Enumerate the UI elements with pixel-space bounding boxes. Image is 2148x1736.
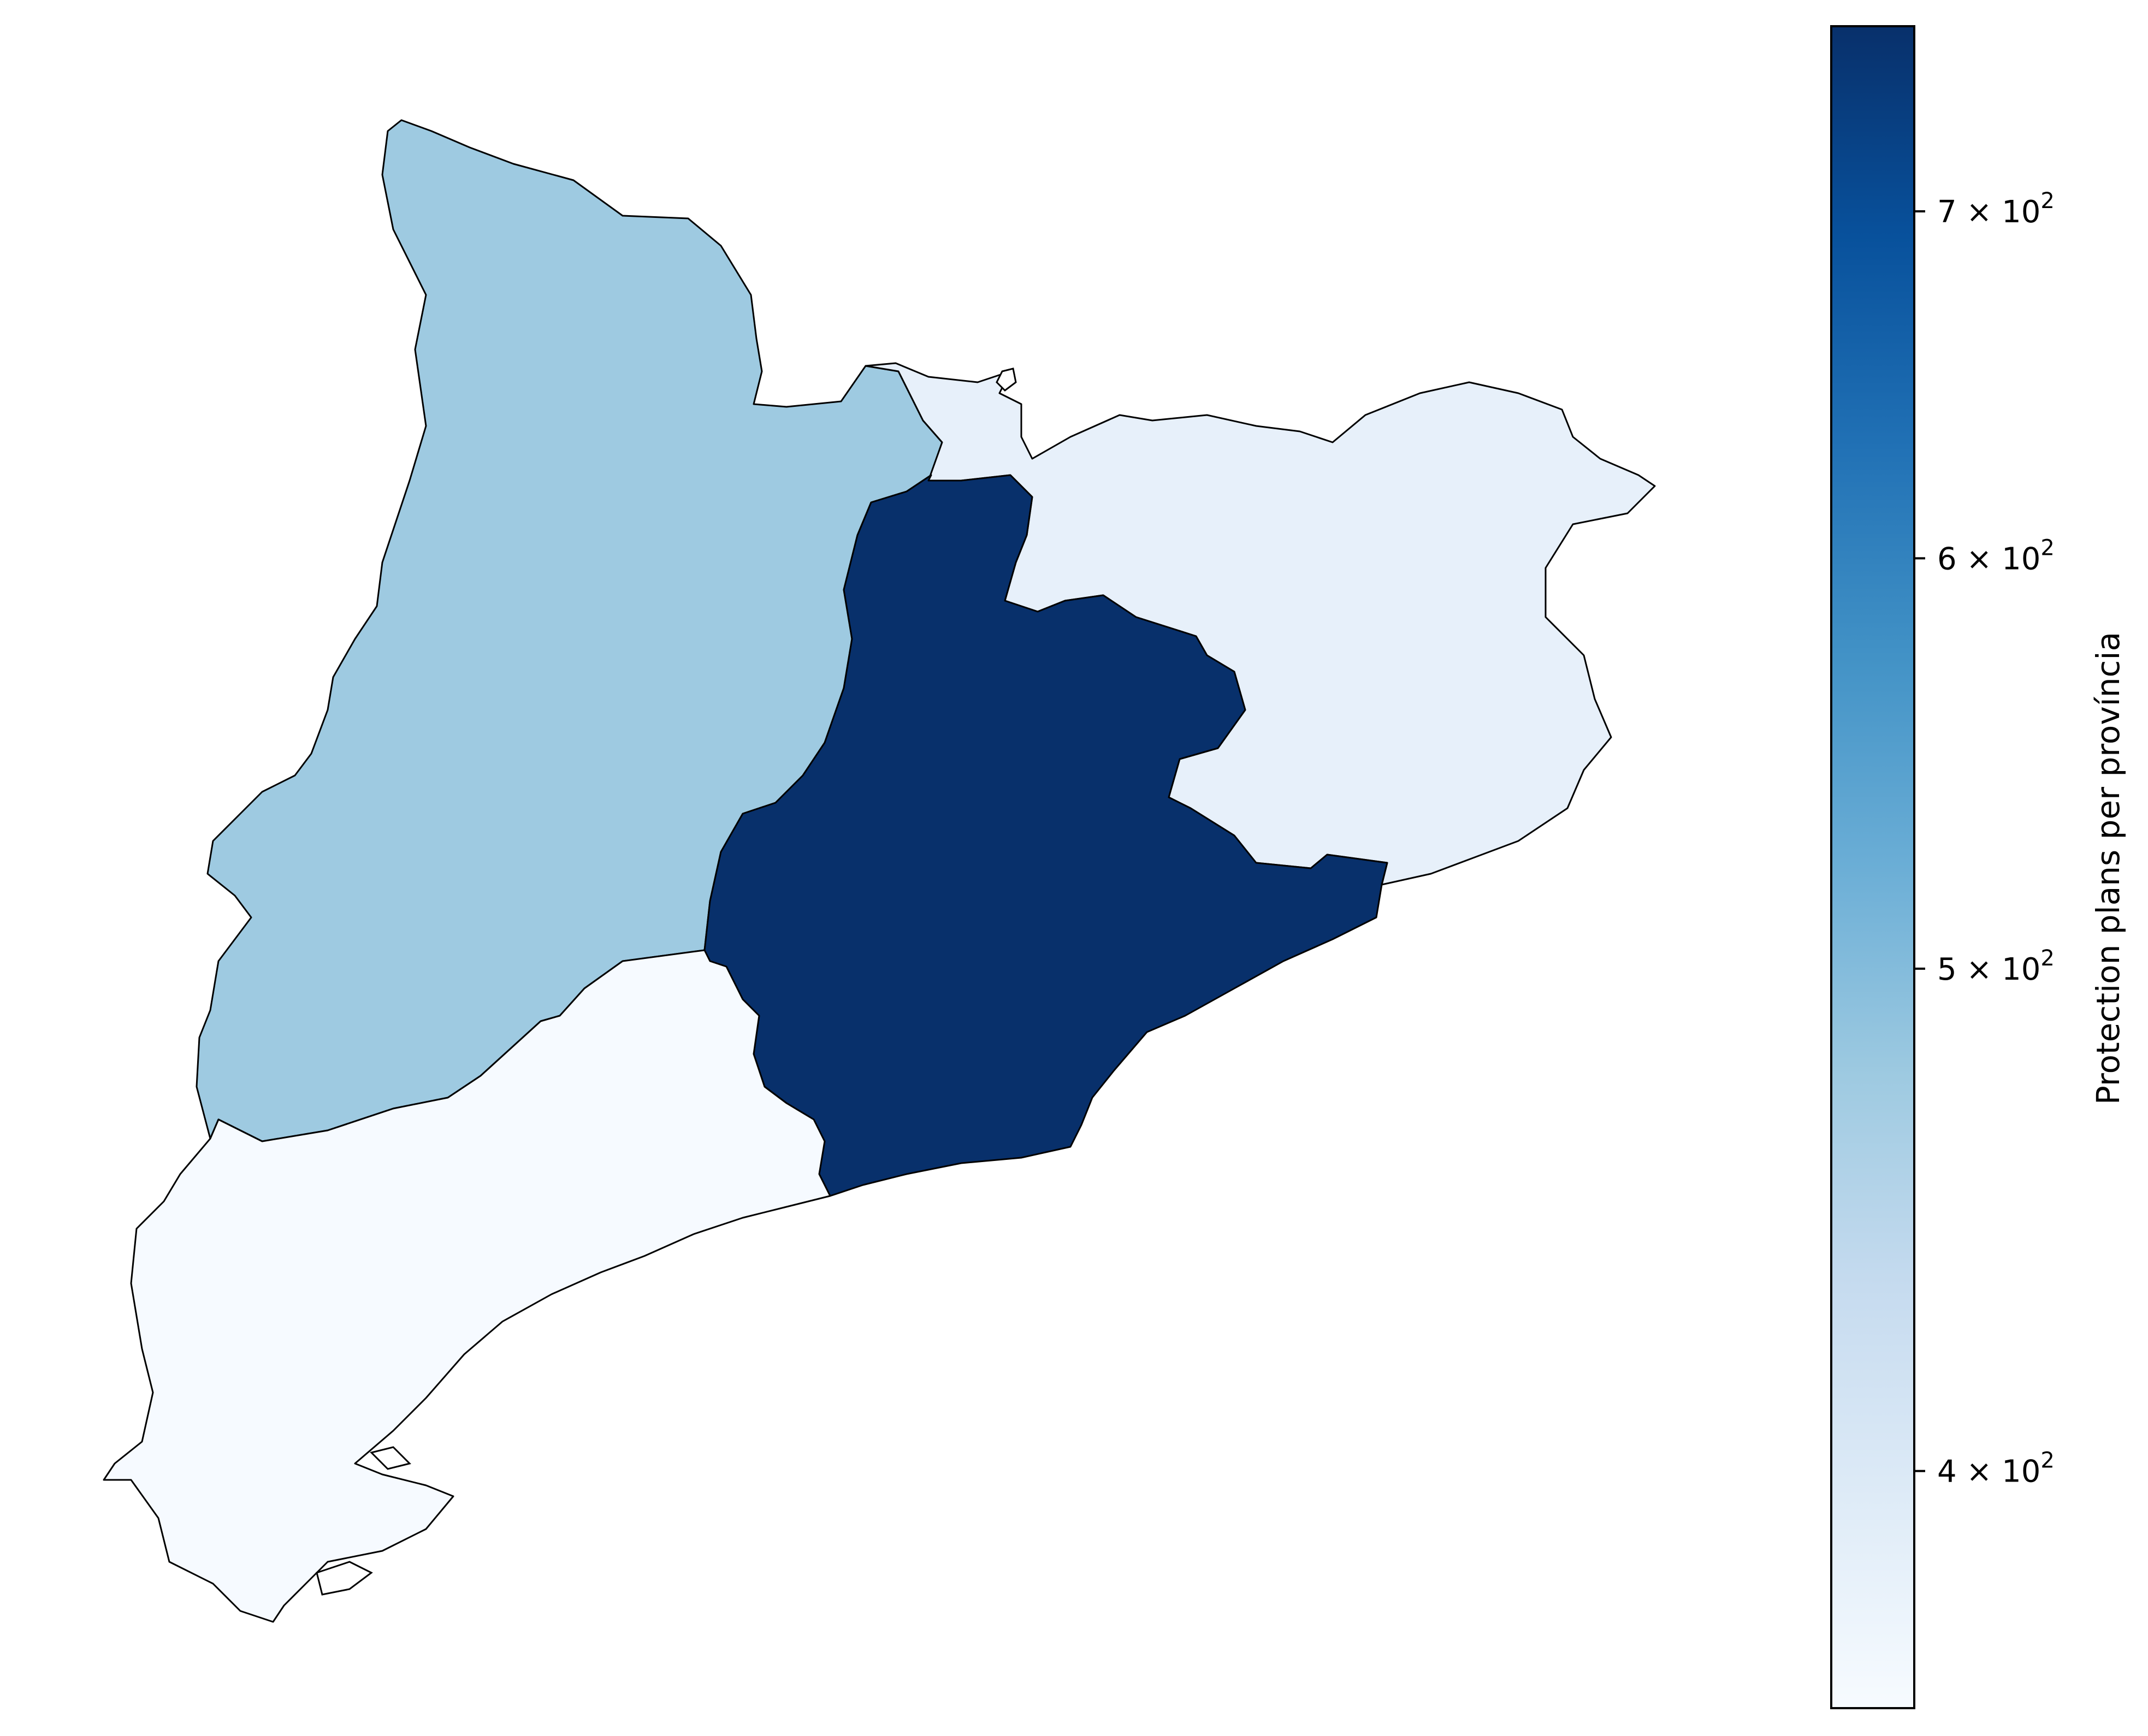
province-tarragona bbox=[103, 949, 831, 1623]
colorbar-tick-label: 5 × 102 bbox=[1937, 946, 2055, 987]
delta-lagoon bbox=[370, 1446, 411, 1470]
colorbar-tick-label: 7 × 102 bbox=[1937, 188, 2055, 230]
colorbar-tick-label: 4 × 102 bbox=[1937, 1448, 2055, 1490]
province-map bbox=[103, 119, 1656, 1623]
delta-bay bbox=[316, 1561, 373, 1596]
colorbar-label: Protection plans per província bbox=[2090, 632, 2127, 1105]
colorbar: 4 × 102 5 × 102 6 × 102 7 × 102 Protection … bbox=[1830, 25, 2127, 1709]
province-barcelona bbox=[703, 474, 1388, 1197]
enclave-shape bbox=[996, 368, 1017, 392]
colorbar-tick-label: 6 × 102 bbox=[1937, 535, 2055, 577]
colorbar-gradient bbox=[1830, 25, 1915, 1709]
colorbar-ticks: 4 × 102 5 × 102 6 × 102 7 × 102 bbox=[1914, 188, 2055, 1490]
